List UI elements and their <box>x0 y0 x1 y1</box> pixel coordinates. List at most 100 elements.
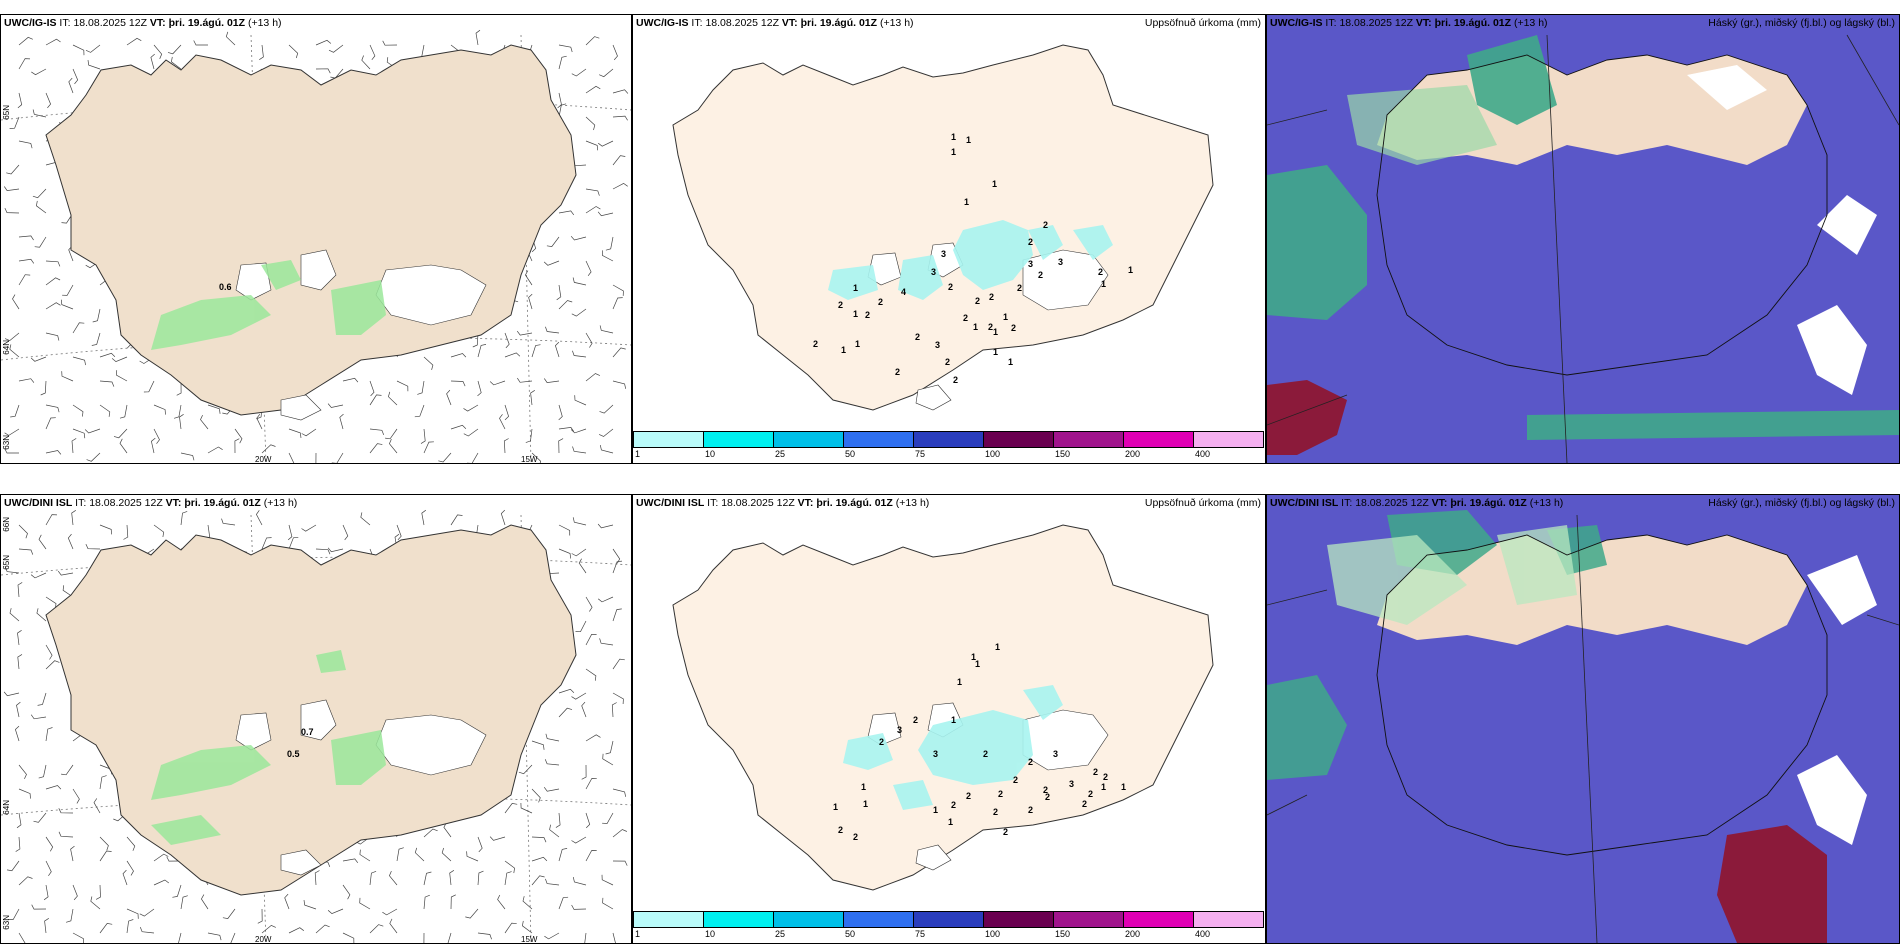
wind-barb <box>612 860 628 866</box>
lead-time: (+13 h) <box>1529 497 1564 509</box>
precip-value-label: 2 <box>1093 767 1098 777</box>
wind-barb <box>449 870 455 886</box>
precip-value-label: 3 <box>897 725 902 735</box>
wind-barb <box>314 870 320 886</box>
wind-barb <box>18 235 34 241</box>
wind-barb <box>612 788 627 797</box>
precip-value-label: 2 <box>951 800 956 810</box>
wind-barb <box>45 404 60 413</box>
wind-barb <box>544 759 560 766</box>
wind-barb <box>259 44 264 60</box>
wind-barb <box>58 808 74 814</box>
colorbar-swatch <box>983 431 1054 448</box>
precip-value-label: 2 <box>975 296 980 306</box>
colorbar-swatch <box>1193 431 1264 448</box>
valid-time: þri. 19.ágú. 01Z <box>168 17 246 29</box>
wind-barb <box>531 452 542 463</box>
wind-barb <box>60 299 74 310</box>
wind-barb <box>30 714 47 720</box>
precip-value-label: 1 <box>993 347 998 357</box>
init-time: 18.08.2025 12Z <box>1355 497 1429 509</box>
wind-barb <box>167 44 182 55</box>
wind-barb <box>420 428 426 444</box>
wind-barb <box>504 803 518 814</box>
wind-barb <box>62 585 74 598</box>
wind-barb <box>4 448 19 454</box>
wind-barb <box>531 875 545 886</box>
wind-barb <box>585 812 591 829</box>
wind-barb <box>581 764 587 780</box>
wind-barb <box>605 740 614 755</box>
wind-barb <box>500 509 506 526</box>
wind-barb <box>126 37 142 46</box>
precip-value-label: 2 <box>1043 220 1048 230</box>
wind-barb <box>153 524 165 538</box>
wind-barb <box>15 725 20 742</box>
precip-value-label: 1 <box>861 782 866 792</box>
wind-barb <box>543 260 560 266</box>
colorbar-tick: 75 <box>915 929 926 939</box>
wind-barb-map: 0.7 0.5 <box>1 509 631 943</box>
wind-barb <box>230 932 236 943</box>
wind-barb <box>261 924 276 934</box>
wind-barb <box>369 443 383 454</box>
valid-time: þri. 19.ágú. 01Z <box>1434 17 1512 29</box>
wind-barb <box>382 40 398 46</box>
precip-value-label: 2 <box>1017 283 1022 293</box>
precip-value-label: 2 <box>1098 267 1103 277</box>
wind-barb <box>602 250 614 262</box>
precip-value-label: 2 <box>838 300 843 310</box>
cloud-map-panel-dini: UWC/DINI ISL IT: 18.08.2025 12Z VT: þri.… <box>1266 494 1900 944</box>
wind-barb <box>257 908 263 924</box>
wind-barb <box>467 452 479 463</box>
precip-colorbar: 1 10 25 50 75 100 150 200 400 <box>633 911 1265 943</box>
wind-barb <box>72 322 85 334</box>
colorbar-tick: 25 <box>775 449 786 459</box>
wind-barb <box>45 660 60 670</box>
wind-barb <box>95 884 101 900</box>
wind-barb <box>193 40 208 46</box>
wind-barb <box>545 878 560 886</box>
wind-barb <box>612 115 628 121</box>
wind-barb <box>99 352 116 358</box>
wind-barb <box>99 524 112 535</box>
wind-barb <box>45 596 57 609</box>
wind-barb <box>503 438 509 454</box>
wind-barb <box>225 31 236 46</box>
wind-barb <box>602 753 614 766</box>
colorbar-tick: 1 <box>635 929 641 939</box>
model-name: UWC/IG-IS <box>4 17 57 29</box>
precip-value-label: 2 <box>865 310 870 320</box>
wind-barb <box>84 428 101 434</box>
wind-barb <box>4 332 20 342</box>
wind-barb <box>450 424 467 430</box>
init-time: 18.08.2025 12Z <box>721 497 795 509</box>
wind-barb <box>545 326 560 334</box>
wind-barb <box>382 908 398 916</box>
precip-value-label: 3 <box>1053 749 1058 759</box>
wind-barb <box>396 380 409 392</box>
wind-barb <box>18 932 26 943</box>
precip-value-label: 2 <box>983 749 988 759</box>
panel-title: Háský (gr.), miðský (fj.bl.) og lágský (… <box>1708 17 1895 29</box>
precip-value-label: 1 <box>995 642 1000 652</box>
wind-barb <box>122 869 128 886</box>
precip-value-label: 2 <box>1103 772 1108 782</box>
colorbar-swatch <box>703 431 774 448</box>
wind-barb <box>99 380 115 387</box>
wind-barb <box>18 58 31 70</box>
wind-barb <box>207 446 223 454</box>
wind-barb <box>585 260 592 277</box>
wind-barb <box>572 446 587 454</box>
lead-time: (+13 h) <box>879 17 914 29</box>
precip-value-label: 2 <box>989 292 994 302</box>
wind-barb <box>315 39 332 46</box>
wind-barb <box>16 701 21 718</box>
colorbar-swatch <box>1053 911 1124 928</box>
precip-value-label: 2 <box>878 297 883 307</box>
colorbar-tick: 1 <box>635 449 641 459</box>
wind-barb <box>222 908 236 919</box>
wind-barb <box>570 428 587 434</box>
wind-barb <box>36 608 47 622</box>
precip-value-label: 2 <box>993 807 998 817</box>
